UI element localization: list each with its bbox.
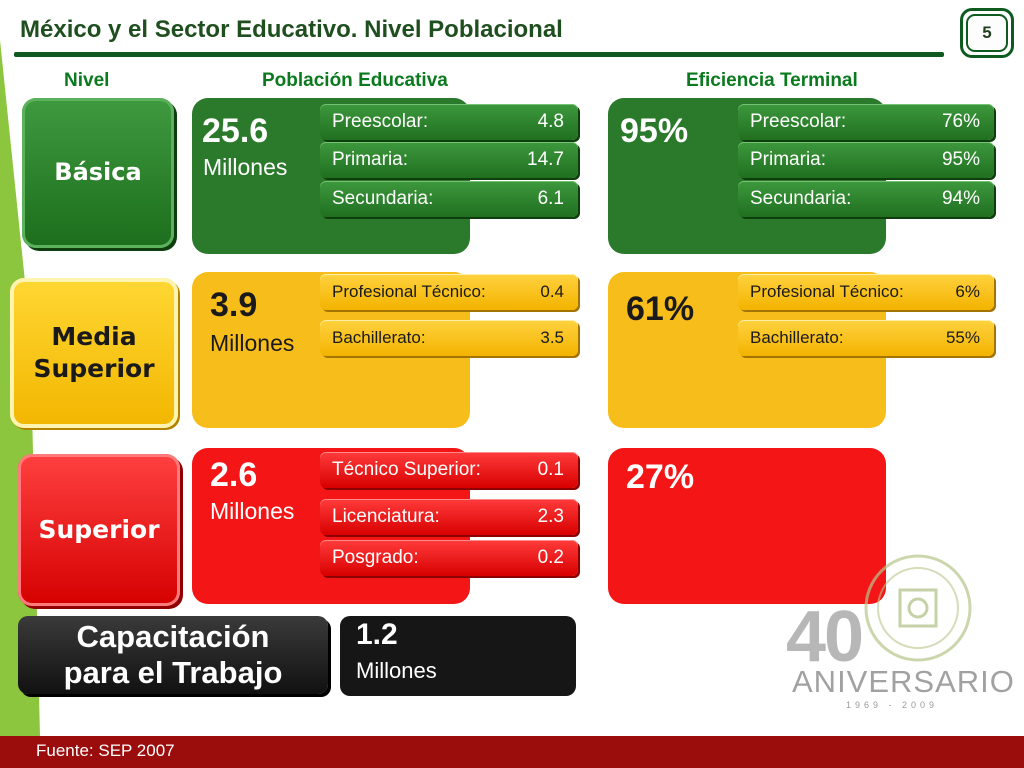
item-label: Secundaria: [750, 188, 852, 209]
item-value: 6% [955, 282, 980, 301]
item-value: 76% [941, 111, 980, 132]
media-superior-population-value: 3.9 [210, 286, 258, 324]
level-label-superior: Superior [38, 514, 160, 544]
superior-efficiency-value: 27% [626, 458, 695, 496]
capacitacion-label-line: para el Trabajo [63, 655, 283, 690]
basica-population-item[interactable]: Primaria: 14.7 [320, 142, 578, 178]
item-label: Preescolar: [332, 111, 429, 132]
item-value: 94% [941, 188, 980, 209]
item-label: Primaria: [750, 149, 827, 170]
item-value: 0.2 [537, 547, 564, 568]
item-value: 14.7 [527, 149, 564, 170]
media-superior-population-item[interactable]: Profesional Técnico: 0.4 [320, 274, 578, 310]
basica-efficiency-item[interactable]: Secundaria: 94% [738, 181, 994, 217]
item-label: Técnico Superior: [332, 459, 481, 480]
footer-bar [0, 736, 1024, 768]
capacitacion-button[interactable]: Capacitación para el Trabajo [18, 616, 328, 694]
level-button-media-superior[interactable]: Media Superior [10, 278, 178, 428]
item-label: Primaria: [332, 149, 409, 170]
item-label: Bachillerato: [332, 328, 426, 347]
anniversary-years: 1969 - 2009 [846, 700, 939, 710]
item-label: Profesional Técnico: [750, 282, 904, 301]
superior-population-value: 2.6 [210, 456, 258, 494]
basica-population-unit: Millones [203, 154, 288, 180]
superior-population-unit: Millones [210, 498, 295, 524]
item-value: 3.5 [540, 328, 564, 347]
university-seal-logo [864, 554, 972, 662]
column-header-poblacion: Población Educativa [262, 70, 448, 91]
item-value: 55% [945, 328, 980, 347]
media-superior-population-unit: Millones [210, 330, 295, 356]
media-superior-efficiency-item[interactable]: Profesional Técnico: 6% [738, 274, 994, 310]
level-button-basica[interactable]: Básica [22, 98, 174, 248]
item-label: Bachillerato: [750, 328, 844, 347]
item-value: 0.4 [540, 282, 564, 301]
item-label: Licenciatura: [332, 506, 440, 527]
column-header-eficiencia: Eficiencia Terminal [686, 70, 858, 91]
superior-population-item[interactable]: Técnico Superior: 0.1 [320, 452, 578, 488]
page-number: 5 [966, 14, 1008, 52]
item-value: 95% [941, 149, 980, 170]
superior-efficiency-panel [608, 448, 886, 604]
level-label-line: Superior [33, 354, 155, 383]
capacitacion-population-unit: Millones [356, 658, 437, 683]
basica-population-item[interactable]: Preescolar: 4.8 [320, 104, 578, 140]
anniversary-number: 40 [786, 597, 864, 677]
item-value: 6.1 [537, 188, 564, 209]
basica-efficiency-item[interactable]: Primaria: 95% [738, 142, 994, 178]
media-superior-population-item[interactable]: Bachillerato: 3.5 [320, 320, 578, 356]
item-value: 0.1 [537, 459, 564, 480]
superior-population-item[interactable]: Licenciatura: 2.3 [320, 499, 578, 535]
anniversary-label: ANIVERSARIO [792, 664, 1015, 699]
basica-efficiency-value: 95% [620, 112, 689, 150]
page-title: México y el Sector Educativo. Nivel Pobl… [20, 16, 563, 43]
level-label-basica: Básica [54, 158, 142, 187]
item-label: Profesional Técnico: [332, 282, 486, 301]
media-superior-efficiency-value: 61% [626, 290, 695, 328]
capacitacion-label-line: Capacitación [76, 619, 270, 654]
level-label-line: Media [51, 321, 137, 351]
capacitacion-population-value: 1.2 [356, 618, 398, 651]
column-header-nivel: Nivel [64, 70, 110, 91]
level-button-superior[interactable]: Superior [18, 454, 180, 606]
item-label: Preescolar: [750, 111, 847, 132]
basica-population-value: 25.6 [202, 112, 269, 150]
item-label: Secundaria: [332, 188, 434, 209]
footer-source: Fuente: SEP 2007 [36, 741, 175, 760]
item-value: 2.3 [537, 506, 564, 527]
basica-efficiency-item[interactable]: Preescolar: 76% [738, 104, 994, 140]
media-superior-efficiency-item[interactable]: Bachillerato: 55% [738, 320, 994, 356]
item-label: Posgrado: [332, 547, 419, 568]
item-value: 4.8 [537, 111, 564, 132]
superior-population-item[interactable]: Posgrado: 0.2 [320, 540, 578, 576]
basica-population-item[interactable]: Secundaria: 6.1 [320, 181, 578, 217]
capacitacion-population-panel [340, 616, 576, 696]
title-divider [14, 52, 944, 57]
